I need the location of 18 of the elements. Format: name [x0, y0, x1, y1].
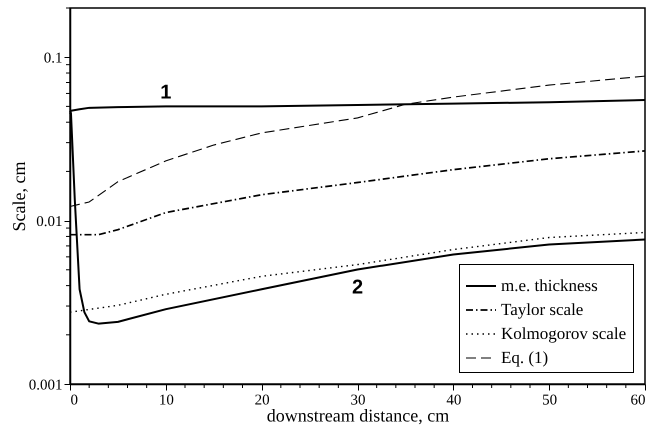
y-tick-label: 0.01	[36, 214, 62, 230]
y-tick-label: 0.001	[28, 378, 62, 394]
x-tick-label: 50	[542, 392, 558, 408]
x-tick-label: 10	[158, 392, 174, 408]
annotation: 1	[160, 81, 172, 104]
x-tick-label: 60	[630, 392, 646, 408]
x-tick-label: 40	[446, 392, 462, 408]
x-tick-label: 30	[350, 392, 366, 408]
legend-label: Eq. (1)	[501, 348, 548, 367]
annotation: 2	[352, 276, 364, 298]
y-axis-title: Scale, cm	[8, 162, 29, 232]
legend-label: m.e. thickness	[501, 276, 598, 295]
legend-label: Kolmogorov scale	[501, 324, 626, 343]
x-axis-title: downstream distance, cm	[266, 406, 450, 426]
y-tick-label: 0.1	[44, 50, 62, 67]
x-tick-label: 20	[254, 392, 270, 408]
x-tick-label: 0	[70, 392, 78, 408]
legend-label: Taylor scale	[501, 300, 584, 319]
